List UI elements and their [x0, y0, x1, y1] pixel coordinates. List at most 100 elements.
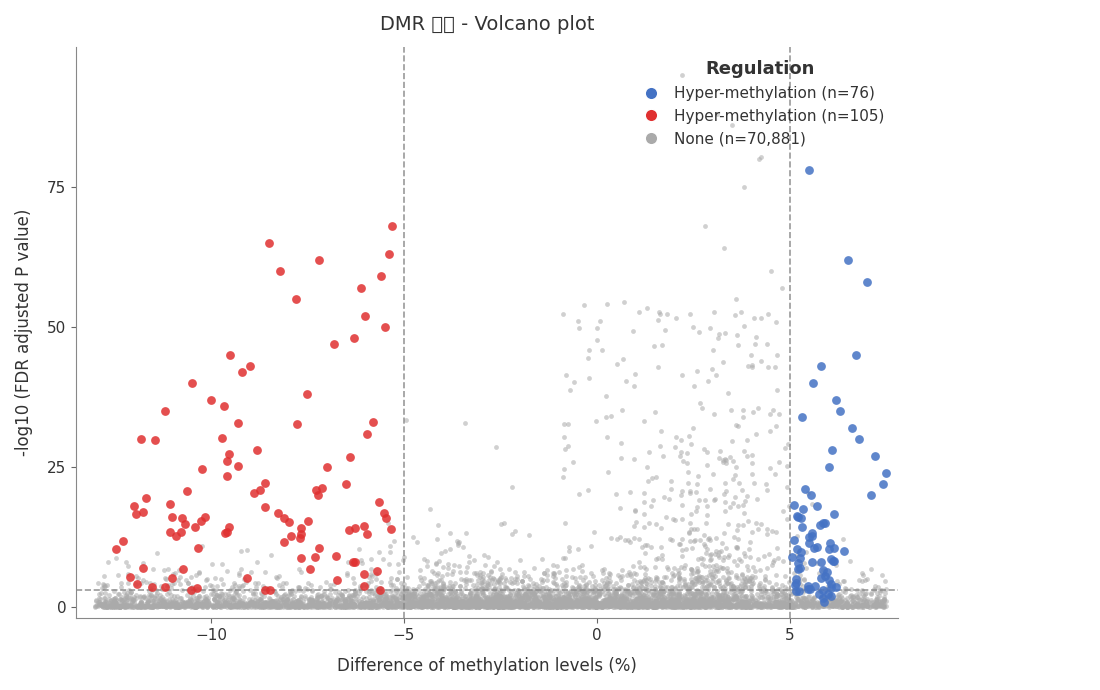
- Point: [397, 600, 415, 611]
- Point: [412, 601, 430, 612]
- Point: [519, 585, 537, 596]
- Point: [472, 600, 490, 611]
- Point: [196, 582, 213, 593]
- Point: [595, 595, 613, 606]
- Point: [656, 492, 673, 503]
- Point: [463, 601, 481, 612]
- Point: [554, 600, 572, 611]
- Point: [802, 598, 820, 609]
- Point: [345, 599, 363, 610]
- Point: [542, 594, 560, 605]
- Point: [178, 486, 196, 497]
- Point: [299, 600, 317, 611]
- Point: [478, 580, 496, 591]
- Point: [773, 580, 791, 591]
- Point: [794, 598, 812, 609]
- Point: [657, 324, 674, 335]
- Point: [727, 593, 745, 604]
- Point: [593, 574, 611, 585]
- Point: [768, 596, 785, 607]
- Point: [499, 601, 517, 612]
- Point: [856, 599, 873, 610]
- Point: [651, 425, 669, 436]
- Point: [320, 600, 338, 611]
- Point: [627, 587, 645, 598]
- Point: [667, 589, 684, 600]
- Point: [644, 597, 661, 608]
- Point: [484, 589, 502, 600]
- Point: [187, 602, 205, 613]
- Point: [612, 590, 629, 601]
- Point: [491, 591, 508, 602]
- Point: [525, 589, 542, 600]
- Point: [460, 557, 477, 568]
- Point: [163, 573, 180, 584]
- Point: [604, 581, 622, 592]
- Point: [177, 598, 195, 609]
- Point: [204, 600, 221, 611]
- Point: [598, 599, 616, 610]
- Point: [728, 599, 746, 610]
- Point: [161, 601, 178, 612]
- Point: [461, 595, 478, 606]
- Point: [429, 602, 447, 613]
- Point: [484, 599, 502, 610]
- Point: [262, 601, 279, 612]
- Point: [289, 601, 307, 612]
- Point: [642, 598, 660, 609]
- Point: [477, 591, 495, 602]
- Point: [575, 586, 593, 598]
- Point: [384, 600, 402, 611]
- Point: [618, 586, 636, 597]
- Point: [308, 596, 326, 607]
- Point: [751, 598, 769, 609]
- Point: [480, 600, 497, 611]
- Point: [846, 598, 864, 609]
- Point: [252, 600, 270, 611]
- Point: [111, 589, 129, 600]
- Point: [683, 587, 701, 598]
- Point: [725, 497, 742, 508]
- Point: [715, 599, 733, 610]
- Point: [343, 599, 361, 610]
- Point: [578, 598, 595, 609]
- Point: [412, 600, 430, 611]
- Point: [349, 591, 366, 602]
- Point: [516, 598, 534, 609]
- Point: [158, 600, 176, 611]
- Point: [827, 394, 845, 405]
- Point: [197, 596, 215, 607]
- Point: [873, 596, 891, 607]
- Point: [491, 601, 508, 612]
- Point: [415, 595, 432, 606]
- Point: [450, 596, 468, 607]
- Point: [789, 549, 806, 560]
- Point: [652, 549, 670, 560]
- Point: [244, 598, 262, 609]
- Point: [278, 594, 296, 605]
- Point: [578, 582, 595, 593]
- Point: [576, 584, 594, 595]
- Point: [170, 572, 188, 583]
- Point: [212, 591, 230, 602]
- Point: [608, 600, 626, 611]
- Point: [638, 593, 656, 604]
- Point: [480, 569, 497, 580]
- Point: [220, 448, 238, 460]
- Point: [292, 591, 309, 602]
- Point: [800, 600, 817, 611]
- Point: [693, 595, 711, 607]
- Point: [556, 600, 573, 611]
- Point: [736, 596, 754, 607]
- Point: [510, 599, 528, 610]
- Point: [660, 598, 678, 609]
- Point: [170, 579, 188, 590]
- Point: [635, 497, 652, 508]
- Point: [199, 600, 217, 611]
- Point: [444, 594, 462, 605]
- Point: [582, 599, 600, 610]
- Point: [502, 601, 519, 612]
- Point: [826, 597, 844, 608]
- Point: [553, 601, 571, 612]
- Point: [245, 488, 263, 499]
